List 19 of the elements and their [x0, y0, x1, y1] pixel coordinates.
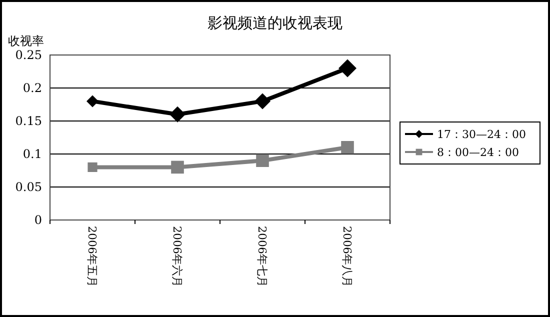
- legend-label: 8：00—24：00: [437, 146, 519, 159]
- y-axis-title: 收视率: [8, 34, 44, 48]
- y-tick-label: 0.05: [15, 180, 42, 194]
- x-tick-label: 2006年六月: [170, 226, 184, 287]
- x-tick-label: 2006年八月: [340, 226, 354, 287]
- y-tick-label: 0: [34, 213, 42, 227]
- point: [341, 141, 354, 154]
- y-tick-label: 0.2: [22, 81, 42, 95]
- point: [171, 160, 184, 174]
- point: [254, 93, 270, 110]
- legend-label: 17：30—24：00: [437, 128, 526, 141]
- chart-title: 影视频道的收视表现: [208, 14, 342, 32]
- x-tick-label: 2006年七月: [256, 226, 268, 287]
- y-tick-label: 0.1: [22, 147, 42, 161]
- y-tick-label: 0.25: [15, 48, 42, 62]
- x-tick-label: 2006年五月: [86, 226, 98, 287]
- y-tick-label: 0.15: [15, 114, 42, 128]
- point: [256, 154, 269, 167]
- point: [170, 106, 186, 122]
